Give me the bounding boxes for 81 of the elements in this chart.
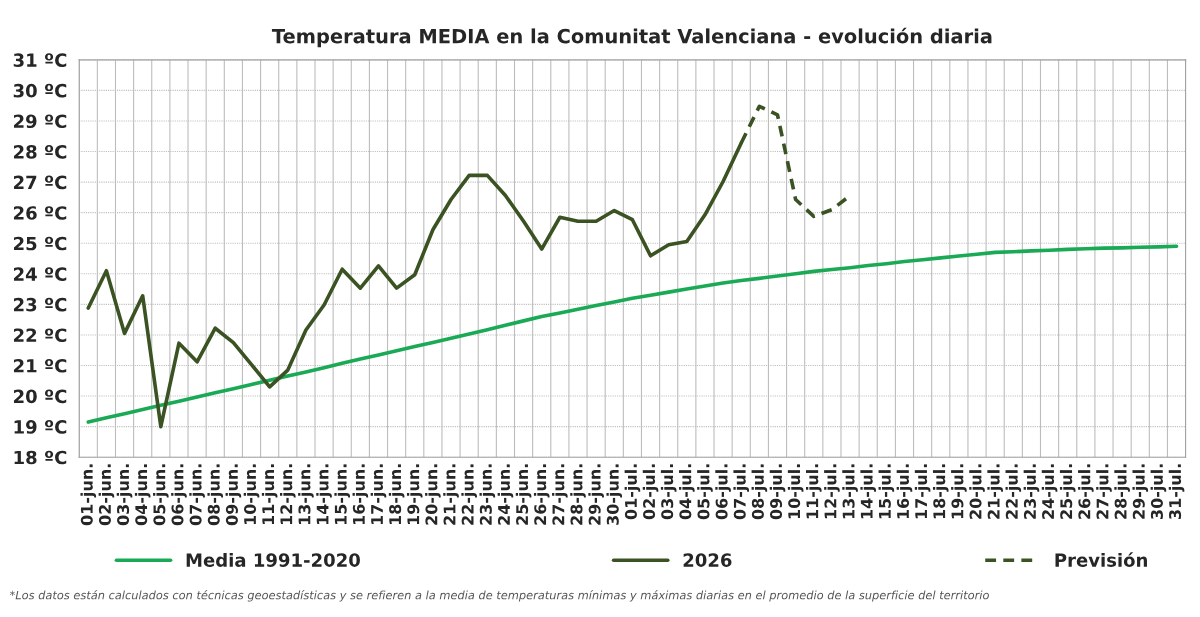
- y-tick-label: 18 ºC: [14, 450, 67, 465]
- x-tick-label: 10-jul.: [787, 464, 804, 519]
- x-tick-label: 20-jul.: [969, 464, 985, 519]
- x-tick-label: 08-jun.: [207, 464, 224, 526]
- x-tick-label: 22-jul.: [1005, 464, 1022, 519]
- x-tick-label: 26-jul.: [1078, 464, 1094, 519]
- y-tick-label: 21 ºC: [13, 358, 67, 373]
- x-tick-label: 12-jun.: [279, 464, 296, 525]
- legend-label: Media 1991-2020: [186, 552, 360, 567]
- x-tick-label: 30-jul.: [1150, 464, 1167, 519]
- x-tick-label: 16-jul.: [896, 464, 913, 519]
- x-tick-label: 28-jun.: [570, 464, 586, 525]
- text: *Los datos están calculados con técnicas geoestadísticas y se refieren a la media de temperaturas mínimas y máximas diarias en el promedio de la superficie del territorio: [9, 590, 989, 602]
- x-tick-label: 01-jun.: [80, 464, 97, 526]
- x-tick-label: 17-jul.: [914, 464, 931, 519]
- x-tick-label: 28-jul.: [1114, 464, 1130, 519]
- x-tick-label: 04-jul.: [679, 464, 695, 520]
- x-tick-label: 13-jun.: [298, 464, 314, 525]
- x-tick-label: 29-jul.: [1132, 464, 1149, 519]
- x-tick-label: 11-jun.: [261, 464, 278, 525]
- x-tick-label: 25-jul.: [1059, 464, 1076, 519]
- x-tick-label: 26-jun.: [533, 464, 550, 525]
- x-tick-label: 24-jun.: [497, 464, 514, 525]
- x-tick-label: 18-jun.: [388, 464, 405, 525]
- x-tick-label: 31-jul.: [1168, 464, 1185, 519]
- x-tick-label: 06-jun.: [171, 464, 187, 526]
- x-tick-label: 08-jul.: [751, 464, 768, 520]
- y-tick-label: 26 ºC: [13, 206, 67, 220]
- x-tick-label: 30-jun.: [606, 464, 623, 525]
- x-tick-label: 05-jun.: [153, 464, 169, 526]
- x-tick-label: 27-jun.: [552, 464, 568, 525]
- y-tick-label: 22 ºC: [13, 328, 67, 343]
- x-tick-label: 18-jul.: [932, 464, 949, 519]
- chart-title: Temperatura MEDIA en la Comunitat Valenciana - evolución diaria: [271, 27, 992, 48]
- legend-label: 2026: [683, 553, 732, 567]
- y-tick-label: 24 ºC: [13, 267, 67, 281]
- x-tick-label: 21-jul.: [987, 464, 1003, 519]
- y-tick-label: 28 ºC: [13, 145, 67, 159]
- x-tick-label: 02-jun.: [98, 464, 115, 526]
- line-series: [86, 244, 1179, 424]
- x-tick-label: 14-jun.: [316, 464, 332, 525]
- x-tick-label: 07-jun.: [189, 464, 205, 526]
- y-tick-label: 31 ºC: [13, 53, 67, 67]
- x-tick-label: 15-jul.: [878, 464, 895, 519]
- x-tick-label: 23-jul.: [1023, 464, 1040, 519]
- x-tick-label: 21-jun.: [443, 464, 459, 525]
- y-tick-label: 30 ºC: [13, 83, 67, 98]
- y-tick-label: 27 ºC: [13, 175, 67, 190]
- y-tick-label: 25 ºC: [13, 236, 67, 251]
- x-tick-label: 15-jun.: [334, 464, 350, 525]
- x-tick-label: 25-jun.: [515, 464, 532, 525]
- x-tick-label: 19-jul.: [951, 464, 967, 519]
- x-tick-label: 12-jul.: [824, 464, 840, 519]
- x-tick-label: 19-jun.: [406, 464, 423, 525]
- x-tick-label: 27-jul.: [1096, 464, 1112, 519]
- x-tick-label: 01-jul.: [624, 464, 641, 520]
- x-tick-label: 10-jun.: [243, 464, 260, 525]
- x-tick-label: 13-jul.: [842, 464, 858, 519]
- x-tick-label: 03-jul.: [660, 464, 677, 520]
- x-tick-label: 23-jun.: [479, 464, 496, 525]
- x-tick-label: 03-jun.: [116, 464, 133, 526]
- x-tick-label: 24-jul.: [1041, 464, 1058, 519]
- x-tick-label: 14-jul.: [860, 464, 876, 519]
- x-tick-label: 20-jun.: [425, 464, 441, 525]
- x-tick-label: 22-jun.: [461, 464, 477, 525]
- y-tick-label: 23 ºC: [13, 297, 67, 312]
- y-tick-label: 29 ºC: [13, 114, 67, 129]
- y-tick-label: 20 ºC: [13, 389, 67, 404]
- x-tick-label: 02-jul.: [642, 464, 659, 520]
- y-tick-label: 19 ºC: [14, 420, 67, 434]
- x-tick-label: 11-jul.: [805, 464, 822, 519]
- x-tick-label: 09-jul.: [769, 464, 786, 520]
- x-tick-label: 29-jun.: [588, 464, 604, 525]
- legend-label: Previsión: [1055, 552, 1147, 567]
- x-tick-label: 16-jun.: [352, 464, 369, 525]
- x-tick-label: 06-jul.: [715, 464, 731, 520]
- x-tick-label: 05-jul.: [697, 464, 713, 520]
- x-tick-label: 09-jun.: [225, 464, 242, 526]
- x-tick-label: 07-jul.: [733, 464, 750, 520]
- x-tick-label: 04-jun.: [134, 464, 151, 526]
- x-tick-label: 17-jun.: [370, 464, 387, 525]
